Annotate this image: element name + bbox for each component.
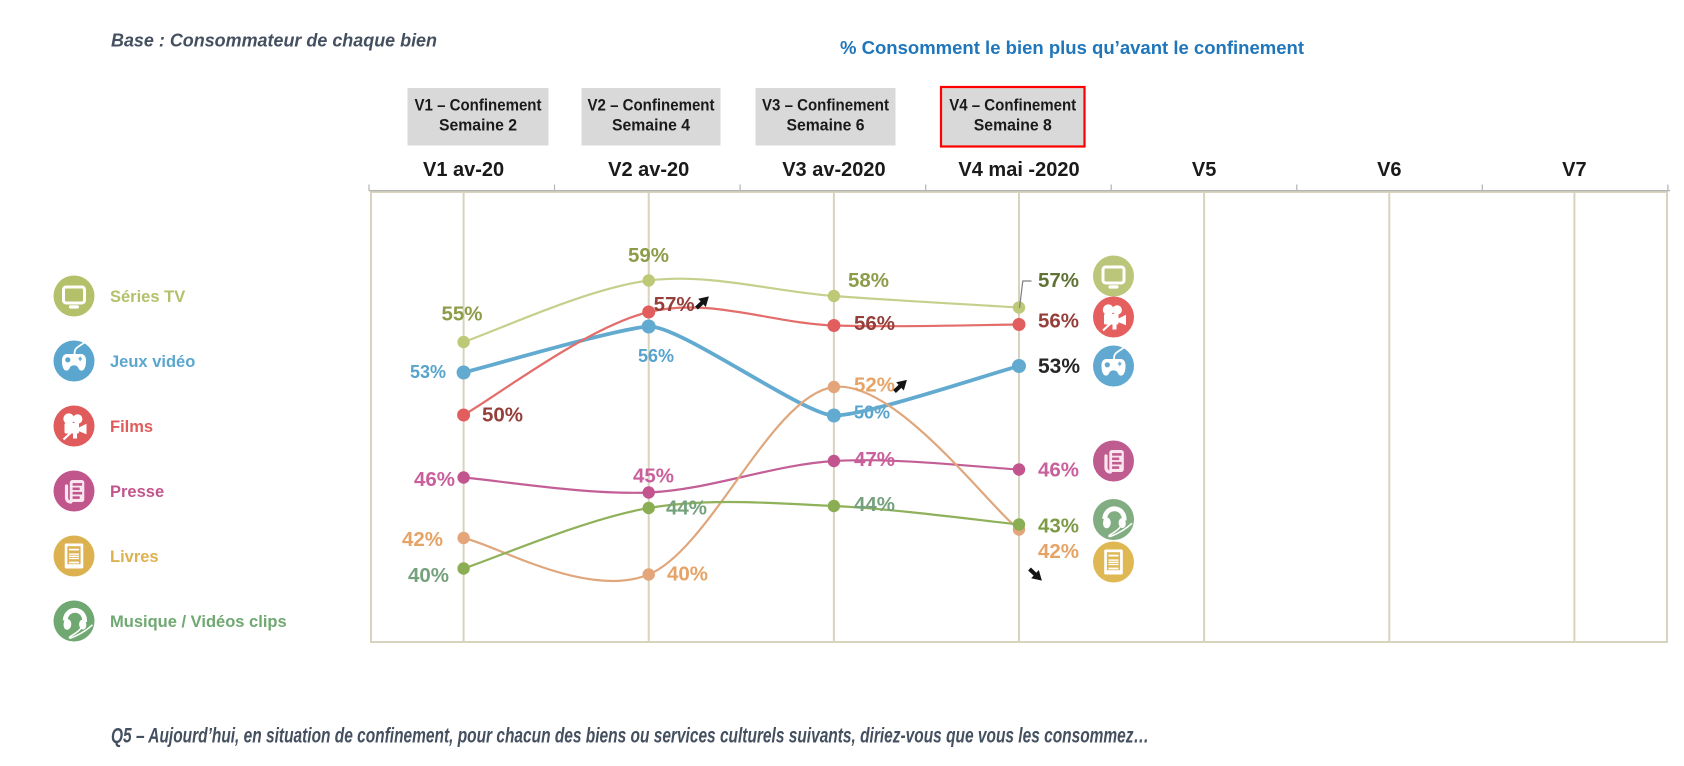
svg-text:53%: 53%	[410, 362, 446, 382]
svg-text:56%: 56%	[638, 346, 674, 366]
svg-text:50%: 50%	[482, 404, 523, 427]
svg-text:58%: 58%	[848, 269, 889, 292]
svg-text:43%: 43%	[1038, 515, 1079, 538]
svg-text:Presse: Presse	[110, 483, 164, 501]
svg-text:Semaine 8: Semaine 8	[974, 117, 1052, 135]
svg-text:52%: 52%	[854, 373, 895, 396]
svg-text:59%: 59%	[628, 244, 669, 267]
svg-text:V6: V6	[1377, 159, 1401, 181]
svg-text:V1 – Confinement: V1 – Confinement	[415, 97, 542, 115]
svg-text:Semaine 6: Semaine 6	[787, 117, 865, 135]
svg-text:46%: 46%	[1038, 459, 1079, 482]
svg-text:V2 – Confinement: V2 – Confinement	[588, 97, 715, 115]
svg-text:40%: 40%	[667, 563, 708, 586]
svg-text:53%: 53%	[1038, 355, 1080, 378]
svg-text:47%: 47%	[854, 448, 895, 471]
svg-text:V2 av-20: V2 av-20	[608, 159, 689, 181]
svg-text:V3 av-2020: V3 av-2020	[782, 159, 885, 181]
svg-text:56%: 56%	[1038, 310, 1079, 333]
svg-text:V1 av-20: V1 av-20	[423, 159, 504, 181]
svg-text:Base : Consommateur de chaque: Base : Consommateur de chaque bien	[111, 31, 437, 51]
svg-text:57%: 57%	[1038, 269, 1079, 292]
svg-text:Livres: Livres	[110, 548, 159, 566]
svg-text:Semaine 2: Semaine 2	[439, 117, 517, 135]
svg-text:V3 – Confinement: V3 – Confinement	[762, 97, 889, 115]
svg-text:44%: 44%	[854, 493, 895, 516]
svg-text:Semaine 4: Semaine 4	[612, 117, 691, 135]
svg-text:40%: 40%	[408, 564, 449, 587]
svg-text:V5: V5	[1192, 159, 1216, 181]
svg-text:Musique / Vidéos clips: Musique / Vidéos clips	[110, 613, 287, 631]
svg-text:Séries TV: Séries TV	[110, 288, 185, 306]
svg-text:45%: 45%	[633, 465, 674, 488]
svg-text:Films: Films	[110, 418, 153, 436]
svg-text:V4 mai -2020: V4 mai -2020	[958, 159, 1079, 181]
svg-text:55%: 55%	[441, 303, 482, 326]
svg-text:44%: 44%	[666, 497, 707, 520]
svg-text:V4 – Confinement: V4 – Confinement	[949, 97, 1076, 115]
svg-text:Q5 – Aujourd’hui, en situation: Q5 – Aujourd’hui, en situation de confin…	[111, 725, 1149, 748]
svg-text:Jeux vidéo: Jeux vidéo	[110, 353, 195, 371]
svg-text:V7: V7	[1562, 159, 1586, 181]
svg-text:% Consomment le bien plus qu’a: % Consomment le bien plus qu’avant le co…	[840, 37, 1305, 58]
svg-text:56%: 56%	[854, 312, 895, 335]
svg-text:42%: 42%	[402, 528, 443, 551]
svg-text:46%: 46%	[414, 468, 455, 491]
svg-text:57%: 57%	[654, 293, 695, 316]
svg-text:42%: 42%	[1038, 540, 1079, 563]
